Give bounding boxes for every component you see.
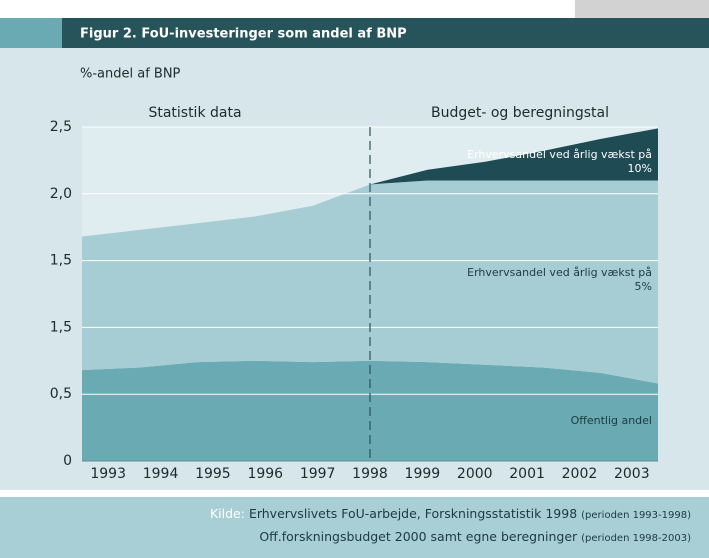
source-line: Kilde: Erhvervslivets FoU-arbejde, Forsk… [210, 506, 691, 521]
chart-title: Figur 2. FoU-investeringer som andel af … [80, 27, 407, 42]
y-axis-label: %-andel af BNP [80, 67, 181, 82]
footer: Kilde: Erhvervslivets FoU-arbejde, Forsk… [0, 497, 709, 558]
source-text: Erhvervslivets FoU-arbejde, Forskningsst… [248, 506, 578, 521]
x-tick-label: 1993 [90, 466, 126, 482]
x-tick-label: 1998 [352, 466, 388, 482]
source-label: Kilde: [209, 506, 245, 521]
y-tick-label: 2,0 [50, 186, 72, 202]
x-tick-label: 2000 [457, 466, 493, 482]
x-tick-label: 1994 [143, 466, 179, 482]
source-text: Off.forskningsbudget 2000 samt egne bere… [259, 529, 578, 544]
y-tick-label: 0,5 [50, 386, 72, 402]
annotation: Budget- og beregningstal [431, 105, 609, 121]
x-tick-label: 1997 [300, 466, 336, 482]
header-square [0, 18, 62, 48]
tab [575, 0, 709, 18]
annotation: Statistik data [148, 105, 241, 121]
x-tick-label: 2001 [509, 466, 545, 482]
x-tick-label: 2003 [614, 466, 650, 482]
area [370, 128, 658, 185]
x-tick-label: 2002 [562, 466, 598, 482]
series-label: Erhvervsandel ved årlig vækst på 10% [467, 148, 652, 175]
series-label: Offentlig andel [570, 414, 652, 427]
x-tick-label: 1999 [405, 466, 441, 482]
y-tick-label: 1,5 [50, 319, 72, 335]
y-tick-label: 1,5 [50, 253, 72, 269]
header-bar [0, 18, 709, 48]
y-tick-label: 2,5 [50, 119, 72, 135]
source-note: (perioden 1998-2003) [581, 533, 691, 544]
x-tick-label: 1996 [247, 466, 283, 482]
x-tick-label: 1995 [195, 466, 231, 482]
source-line: Off.forskningsbudget 2000 samt egne bere… [259, 529, 691, 544]
series-label: Erhvervsandel ved årlig vækst på 5% [467, 266, 652, 293]
source-note: (perioden 1993-1998) [581, 510, 691, 521]
y-tick-label: 0 [63, 453, 72, 469]
